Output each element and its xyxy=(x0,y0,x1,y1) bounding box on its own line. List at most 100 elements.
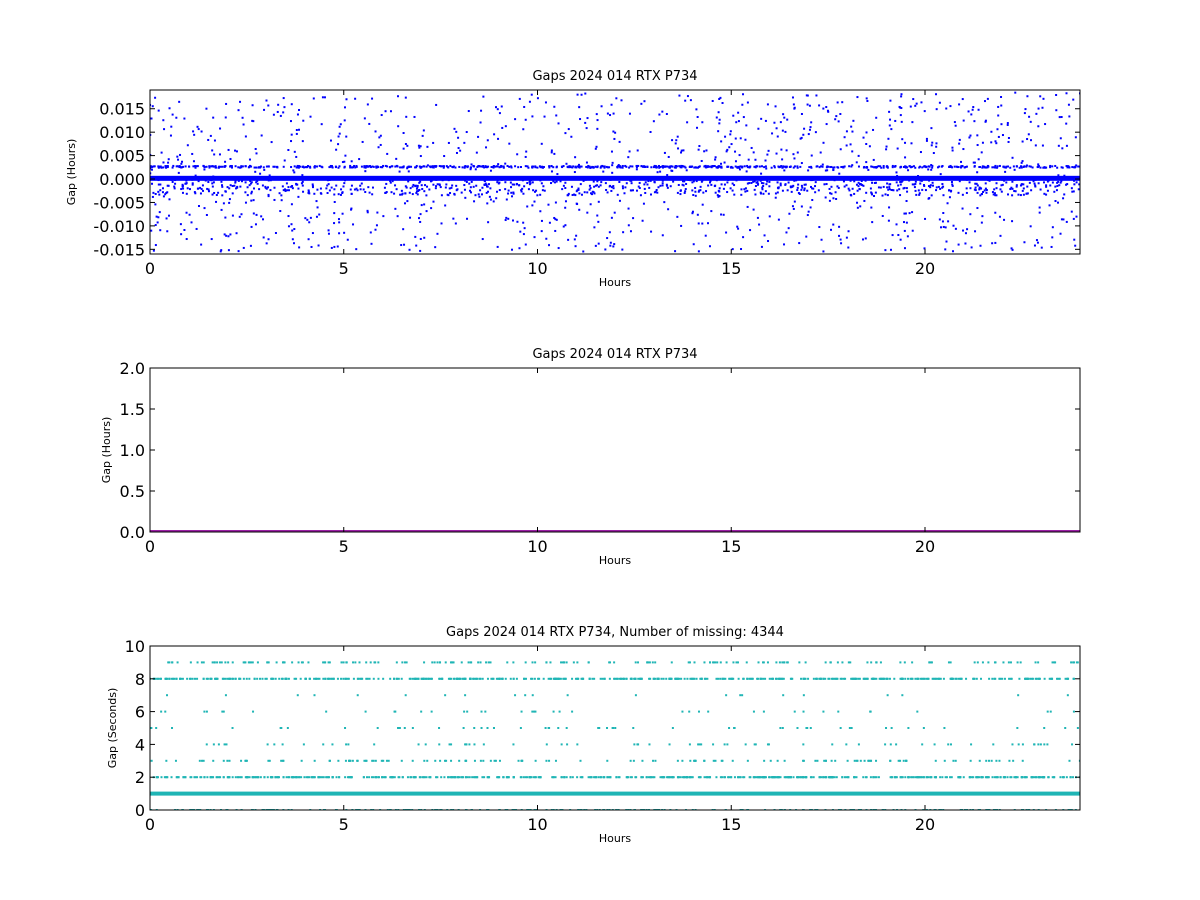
data-point xyxy=(684,166,687,169)
data-point xyxy=(821,163,824,166)
data-point xyxy=(444,694,447,697)
data-point xyxy=(497,182,500,185)
data-point xyxy=(411,759,414,762)
data-point xyxy=(645,776,648,779)
data-point xyxy=(1066,677,1069,680)
data-point xyxy=(864,776,867,779)
data-point xyxy=(181,160,184,163)
data-point xyxy=(1046,710,1049,713)
data-point xyxy=(404,694,407,697)
data-point xyxy=(981,776,984,779)
data-point xyxy=(598,727,601,729)
data-point xyxy=(180,188,183,191)
data-point xyxy=(691,189,694,192)
data-point xyxy=(531,181,534,184)
data-point xyxy=(1067,165,1070,168)
data-point xyxy=(524,694,527,697)
data-point xyxy=(295,677,298,680)
data-point xyxy=(615,97,618,100)
y-axis-label: Gap (Seconds) xyxy=(106,688,119,769)
data-point xyxy=(219,127,222,130)
data-point xyxy=(449,192,452,195)
data-point xyxy=(233,184,236,187)
data-point xyxy=(783,759,786,762)
data-point xyxy=(234,149,237,152)
data-point xyxy=(1011,194,1014,197)
data-point xyxy=(306,166,309,169)
data-point xyxy=(950,776,953,779)
data-point xyxy=(830,192,833,195)
data-point xyxy=(258,166,261,169)
data-point xyxy=(240,165,243,168)
data-point xyxy=(875,166,878,169)
data-point xyxy=(401,776,404,779)
data-point xyxy=(177,776,180,779)
data-point xyxy=(1009,166,1012,169)
data-point xyxy=(627,224,630,227)
data-point xyxy=(793,157,796,160)
data-point xyxy=(1077,165,1080,168)
data-point xyxy=(480,710,483,713)
data-point xyxy=(981,215,984,218)
data-point xyxy=(995,187,998,190)
data-point xyxy=(255,152,258,155)
data-point xyxy=(775,127,778,130)
data-point xyxy=(891,166,894,169)
data-point xyxy=(385,182,388,185)
data-point xyxy=(200,243,203,246)
data-point xyxy=(205,710,208,713)
data-point xyxy=(566,165,569,168)
data-point xyxy=(851,130,854,133)
data-point xyxy=(246,194,249,197)
data-point xyxy=(504,219,507,222)
data-point xyxy=(779,727,782,729)
data-point xyxy=(454,166,457,169)
data-point xyxy=(1025,776,1028,779)
data-point xyxy=(1008,759,1011,762)
data-point xyxy=(841,661,844,664)
data-point xyxy=(207,181,210,184)
data-point xyxy=(889,99,892,102)
data-point xyxy=(697,776,700,779)
data-point xyxy=(734,150,737,153)
data-point xyxy=(629,759,632,762)
data-point xyxy=(867,168,870,171)
data-point xyxy=(739,137,742,140)
data-point xyxy=(1003,218,1006,221)
data-point xyxy=(585,165,588,168)
data-point xyxy=(185,192,188,195)
data-point xyxy=(510,186,513,189)
data-point xyxy=(554,776,557,779)
data-point xyxy=(242,246,245,249)
data-point xyxy=(870,192,873,195)
data-point xyxy=(608,661,611,664)
data-point xyxy=(382,776,385,779)
data-point xyxy=(310,245,313,248)
data-point xyxy=(408,191,411,194)
data-point xyxy=(391,180,394,183)
data-point xyxy=(721,776,724,779)
data-point xyxy=(744,190,747,193)
data-point xyxy=(318,776,321,779)
data-point xyxy=(612,130,615,133)
data-point xyxy=(944,776,947,779)
data-point xyxy=(824,661,827,664)
data-point xyxy=(796,166,799,169)
data-point xyxy=(343,160,346,163)
data-point xyxy=(764,165,767,168)
data-point xyxy=(1063,193,1066,196)
data-point xyxy=(947,661,950,664)
data-point xyxy=(489,169,492,172)
data-point xyxy=(629,165,632,168)
data-point xyxy=(858,188,861,191)
data-point xyxy=(660,677,663,680)
data-point xyxy=(219,165,222,168)
data-point xyxy=(398,170,401,173)
data-point xyxy=(516,220,519,223)
data-point xyxy=(455,184,458,187)
data-point xyxy=(1032,180,1035,183)
data-point xyxy=(679,776,682,779)
data-point xyxy=(1011,187,1014,190)
top-gap-hours-panel: Gaps 2024 014 RTX P734 Hours Gap (Hours)… xyxy=(65,69,1081,289)
data-point xyxy=(912,165,915,168)
